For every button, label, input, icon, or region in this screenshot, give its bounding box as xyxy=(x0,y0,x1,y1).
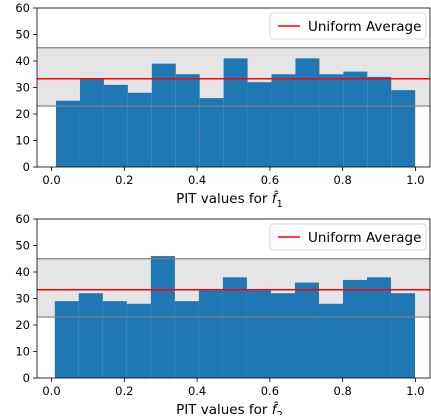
y-tick-label: 20 xyxy=(15,318,30,332)
x-tick-label: 1.0 xyxy=(406,384,424,398)
histogram-bar xyxy=(102,301,127,378)
histogram-bar xyxy=(271,74,296,167)
y-tick-label: 50 xyxy=(15,28,30,42)
legend-box xyxy=(269,223,427,251)
histogram-bar xyxy=(79,79,104,167)
histogram-bar xyxy=(54,301,79,378)
x-axis-label: PIT values for f̂2 xyxy=(176,402,283,415)
y-tick-label: 30 xyxy=(15,292,30,306)
histogram-bar xyxy=(319,74,344,167)
legend-label: Uniform Average xyxy=(308,19,421,35)
x-tick-label: 0.4 xyxy=(188,173,206,187)
histogram-bar xyxy=(391,293,416,378)
histogram-bar xyxy=(175,74,200,167)
y-tick-label: 0 xyxy=(23,371,30,385)
x-tick-label: 1.0 xyxy=(406,173,424,187)
histogram-bar xyxy=(318,303,343,378)
y-tick-label: 40 xyxy=(15,265,30,279)
x-tick-label: 0.2 xyxy=(115,173,133,187)
histogram-bar xyxy=(103,84,128,167)
histogram-bar xyxy=(223,58,248,167)
histogram-bar xyxy=(247,82,272,167)
y-tick-label: 50 xyxy=(15,239,30,253)
histogram-bar xyxy=(367,76,392,167)
histogram-bar xyxy=(174,301,199,378)
y-tick-label: 20 xyxy=(15,107,30,121)
histogram-bar xyxy=(151,63,176,167)
histogram-bar xyxy=(78,293,103,378)
legend: Uniform Average xyxy=(269,12,427,40)
subplot-1: 0 10 20 30 40 50 60 0.0 0.2 0.4 0.6 0.8 1.0 PIT value… xyxy=(15,1,431,210)
histogram-bar xyxy=(222,277,247,378)
x-tick-label: 0.0 xyxy=(42,173,60,187)
y-tick-label: 10 xyxy=(15,134,30,148)
histogram-bar xyxy=(294,282,319,378)
x-tick-label: 0.4 xyxy=(188,384,206,398)
x-axis-label: PIT values for f̂1 xyxy=(176,191,283,210)
subplot-2: 0 10 20 30 40 50 60 0.0 0.2 0.4 0.6 0.8 1.0 PIT value… xyxy=(15,212,431,419)
x-tick-label: 0.6 xyxy=(261,173,279,187)
histogram-bar xyxy=(295,58,320,167)
histogram-bar xyxy=(56,100,80,167)
x-tick-label: 0.2 xyxy=(115,384,133,398)
histogram-bar xyxy=(127,92,152,167)
y-tick-label: 10 xyxy=(15,345,30,359)
y-tick-label: 60 xyxy=(15,1,30,15)
x-tick-label: 0.8 xyxy=(334,173,352,187)
y-tick-label: 40 xyxy=(15,54,30,68)
x-tick-label: 0.6 xyxy=(261,384,279,398)
histogram-bar xyxy=(126,303,151,378)
histogram-bar xyxy=(199,98,224,167)
legend-box xyxy=(269,12,427,40)
histogram-bar xyxy=(343,71,368,167)
legend: Uniform Average xyxy=(269,223,427,251)
histogram-bar xyxy=(391,90,416,167)
histogram-bar xyxy=(342,279,368,378)
y-tick-label: 30 xyxy=(15,81,30,95)
legend-label: Uniform Average xyxy=(308,230,421,246)
x-tick-label: 0.8 xyxy=(334,384,352,398)
histogram-bar xyxy=(270,293,295,378)
y-tick-label: 60 xyxy=(15,212,30,226)
histogram-bar xyxy=(198,290,223,378)
histogram-bar xyxy=(367,277,392,378)
y-tick-label: 0 xyxy=(23,160,30,174)
x-tick-label: 0.0 xyxy=(42,384,60,398)
histogram-bar xyxy=(246,290,271,378)
